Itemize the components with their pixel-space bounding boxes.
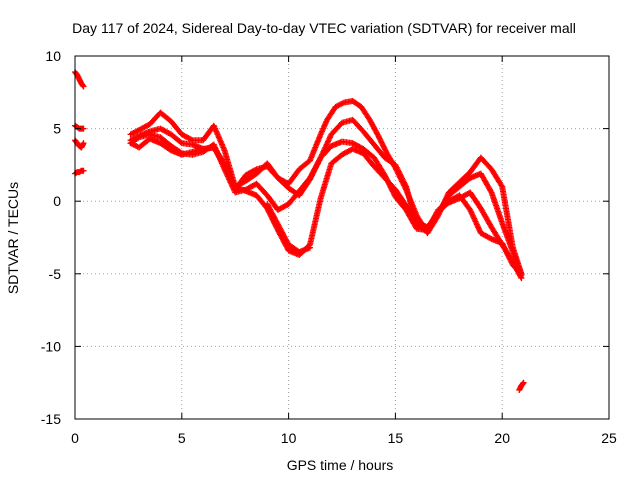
y-tick-label: 5 [53, 121, 61, 137]
y-tick-label: 0 [53, 193, 61, 209]
data-point [80, 140, 87, 147]
data-point [520, 379, 527, 386]
tick-labels: 0 5 10 15 20 25 10 5 0 -5 -10 -15 [41, 48, 617, 446]
data-point [306, 244, 313, 251]
data-point [381, 144, 388, 151]
scatter-series [72, 68, 527, 393]
series-c1 [516, 379, 527, 393]
data-point [177, 139, 184, 146]
data-point [134, 135, 141, 142]
data-point [487, 235, 494, 242]
data-point [375, 134, 382, 141]
series-a1 [72, 68, 87, 90]
x-tick-label: 0 [71, 430, 79, 446]
plot-frame [74, 55, 610, 420]
data-point [378, 139, 385, 146]
data-point [487, 188, 494, 195]
data-point [382, 147, 389, 154]
data-point [498, 182, 505, 189]
data-point [80, 125, 87, 132]
y-tick-label: 10 [45, 48, 61, 64]
y-tick-label: -15 [41, 411, 61, 427]
y-tick-label: -5 [49, 266, 62, 282]
grid-lines [75, 56, 609, 419]
data-point [379, 142, 386, 149]
series-a2 [72, 122, 87, 132]
x-tick-label: 5 [178, 430, 186, 446]
data-point [252, 166, 259, 173]
data-point [375, 132, 382, 139]
x-axis-label: GPS time / hours [287, 457, 394, 473]
data-point [376, 135, 383, 142]
y-tick-label: -10 [41, 338, 61, 354]
x-tick-label: 15 [388, 430, 404, 446]
data-point [519, 380, 526, 387]
x-tick-label: 10 [281, 430, 297, 446]
x-tick-label: 25 [601, 430, 617, 446]
data-point [518, 270, 525, 277]
series-b4 [127, 135, 525, 277]
data-point [79, 82, 86, 89]
chart-title: Day 117 of 2024, Sidereal Day-to-day VTE… [72, 20, 576, 36]
data-point [381, 146, 388, 153]
y-axis-label: SDTVAR / TECUs [5, 182, 21, 294]
data-point [80, 167, 87, 174]
data-point [517, 269, 524, 276]
data-point [377, 138, 384, 145]
data-point [377, 136, 384, 143]
data-point [380, 143, 387, 150]
x-tick-label: 20 [494, 430, 510, 446]
axis-ticks [74, 55, 610, 420]
data-point [80, 83, 87, 90]
series-a4 [72, 167, 87, 177]
data-point [379, 140, 386, 147]
series-b5 [264, 201, 313, 256]
series-a3 [72, 137, 87, 151]
